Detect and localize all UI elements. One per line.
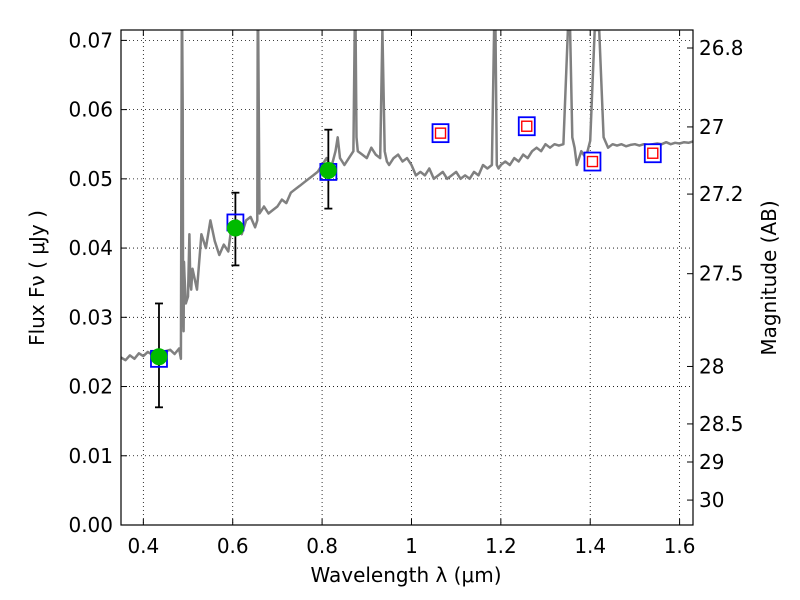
plot-area: [121, 30, 693, 409]
y-tick-label: 0.06: [68, 98, 113, 122]
x-tick-label: 0.6: [217, 534, 249, 558]
x-tick-label: 1: [405, 534, 418, 558]
y-tick-label: 0.05: [68, 167, 113, 191]
right-axis-label: Magnitude (AB): [757, 200, 781, 355]
observed-flux-point: [226, 219, 244, 237]
plot-frame: [120, 29, 694, 526]
x-tick-label: 0.4: [127, 534, 159, 558]
right-tick-label: 27.2: [699, 182, 744, 206]
ticks: 0.4 0.6 0.8 1 1.2 1.4 1.6 0.00 0.01 0.02 0.03 0.04 0…: [68, 28, 743, 558]
predicted-band-inner-square: [434, 127, 447, 139]
predicted-band-inner-square: [647, 147, 659, 159]
observed-flux-point: [319, 162, 337, 180]
y-tick-label: 0.04: [68, 236, 113, 260]
right-tick-label: 28.5: [699, 412, 744, 436]
predicted-band-inner-square: [521, 120, 533, 132]
predicted-band-inner-square: [586, 155, 599, 168]
right-tick-label: 28: [699, 354, 724, 378]
y-axis-label: Flux Fν ( μJy ): [25, 210, 49, 346]
y-tick-label: 0.07: [68, 28, 113, 52]
right-tick-label: 29: [699, 450, 724, 474]
right-tick-label: 26.8: [699, 36, 744, 60]
right-tick-label: 27.5: [699, 262, 744, 286]
right-tick-label: 30: [699, 488, 724, 512]
y-tick-label: 0.00: [68, 513, 113, 537]
y-tick-label: 0.02: [68, 375, 113, 399]
spectrum-line: [121, 30, 693, 362]
x-tick-label: 1.4: [574, 534, 606, 558]
x-tick-label: 0.8: [306, 534, 338, 558]
x-tick-label: 1.6: [664, 534, 696, 558]
y-tick-label: 0.03: [68, 305, 113, 329]
observed-flux-point: [150, 348, 168, 366]
x-tick-label: 1.2: [485, 534, 517, 558]
right-tick-label: 27: [699, 115, 724, 139]
y-tick-label: 0.01: [68, 444, 113, 468]
x-axis-label: Wavelength λ (μm): [310, 563, 501, 587]
